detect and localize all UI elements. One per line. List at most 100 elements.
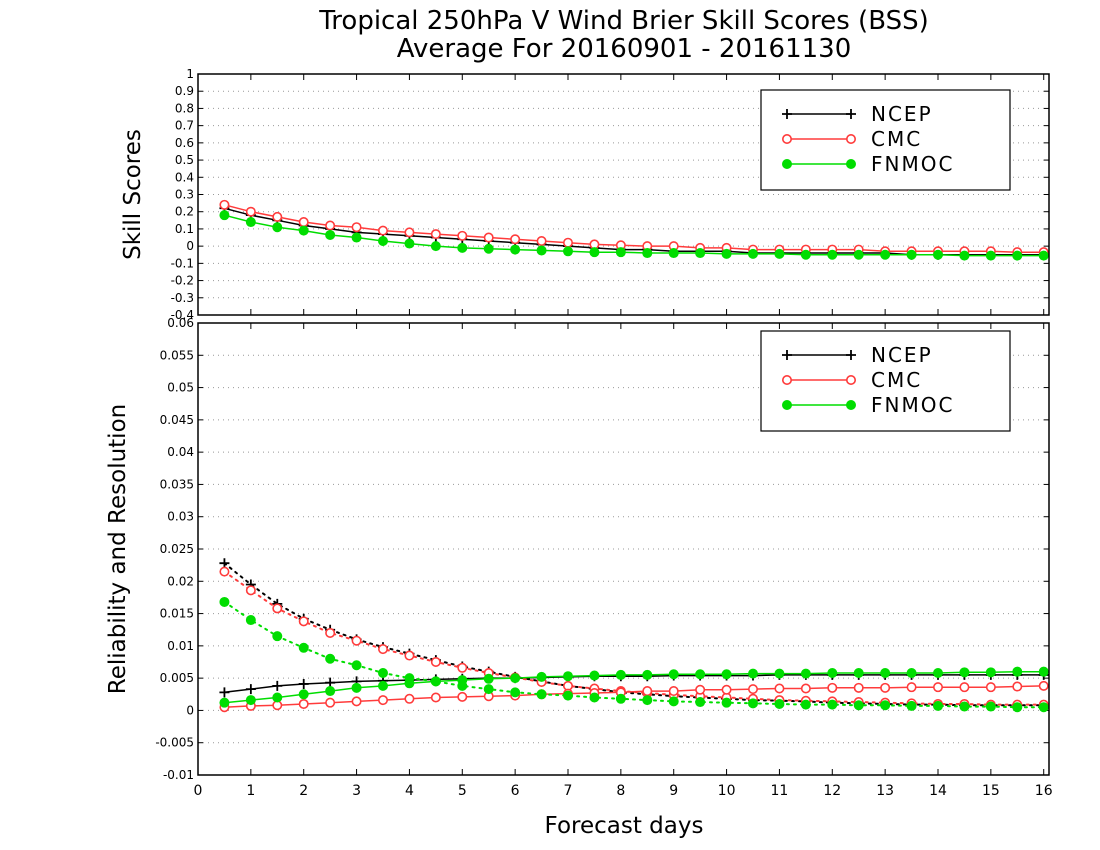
ncep-series-line <box>224 207 1044 256</box>
fnmoc-reliability-point <box>483 684 494 695</box>
legend-marker-cmc <box>845 374 856 385</box>
cmc-reliability-point <box>298 616 309 627</box>
cmc-point <box>483 232 494 243</box>
y-tick-label: 0.2 <box>175 205 194 219</box>
plot-frame <box>197 73 1050 316</box>
y-tick-label: 0.045 <box>160 413 194 427</box>
fnmoc-point <box>219 210 230 221</box>
y-tick-label: 0.7 <box>175 119 194 133</box>
fnmoc-resolution-point <box>563 671 573 682</box>
fnmoc-resolution-point <box>430 676 441 687</box>
y-tick-label: 0.025 <box>160 542 194 556</box>
fnmoc-point <box>430 241 441 252</box>
fnmoc-reliability-point <box>853 700 864 711</box>
cmc-point <box>510 234 521 245</box>
legend-marker-fnmoc <box>846 159 856 169</box>
fnmoc-point <box>906 249 917 260</box>
cmc-resolution-point <box>430 692 441 703</box>
cmc-reliability-point <box>404 650 415 661</box>
legend-label-cmc: CMC <box>871 127 922 151</box>
fnmoc-reliability-point <box>378 667 388 678</box>
ncep-resolution-point <box>219 687 230 698</box>
fnmoc-resolution-point <box>378 680 388 691</box>
ncep-resolution-point <box>272 680 283 691</box>
fnmoc-resolution-point <box>615 669 626 680</box>
legend-marker-ncep <box>846 350 856 360</box>
legend-marker-ncep <box>846 109 856 119</box>
x-tick-label: 9 <box>669 783 678 799</box>
x-tick-label: 4 <box>405 783 414 799</box>
fnmoc-reliability-point <box>906 700 917 711</box>
cmc-point <box>325 220 336 231</box>
cmc-resolution-point <box>985 682 996 693</box>
fnmoc-resolution-point <box>721 669 732 680</box>
legend-box <box>760 89 1011 191</box>
cmc-point <box>562 237 573 248</box>
y-tick-label: 0.055 <box>160 348 194 362</box>
cmc-resolution-point <box>959 682 970 693</box>
cmc-resolution-point <box>932 682 943 693</box>
fnmoc-resolution-point <box>853 667 864 678</box>
ncep-reliability-point <box>219 558 230 569</box>
y-tick-label: -0.3 <box>171 291 194 305</box>
fnmoc-reliability-point <box>589 692 600 703</box>
fnmoc-resolution-point <box>325 686 336 697</box>
ncep-reliability-series-line <box>223 562 1045 707</box>
fnmoc-reliability-point <box>245 615 256 626</box>
fnmoc-reliability-point <box>219 596 230 607</box>
fnmoc-point <box>853 249 864 260</box>
y-tick-label: 0.015 <box>160 607 194 621</box>
cmc-reliability-point <box>377 644 388 655</box>
cmc-resolution-point <box>800 683 811 694</box>
fnmoc-point <box>668 248 679 259</box>
fnmoc-point <box>642 248 653 259</box>
fnmoc-reliability-point <box>1012 702 1023 713</box>
ncep-resolution-point <box>298 678 309 689</box>
cmc-reliability-point <box>245 585 256 596</box>
fnmoc-point <box>536 245 547 256</box>
y-axis-title-skill-scores: Skill Scores <box>120 129 146 260</box>
legend-marker-fnmoc <box>846 400 856 410</box>
x-tick-label: 5 <box>458 783 467 799</box>
cmc-series-line <box>224 204 1044 253</box>
cmc-resolution-point <box>668 686 679 697</box>
x-tick-label: 12 <box>823 783 841 799</box>
plot-frame <box>197 322 1050 776</box>
x-tick-label: 0 <box>194 783 203 799</box>
fnmoc-resolution-point <box>959 667 970 678</box>
legend-box <box>760 330 1011 432</box>
fnmoc-point <box>1012 250 1023 261</box>
cmc-point <box>219 199 230 210</box>
legend-marker-fnmoc <box>782 159 792 169</box>
cmc-point <box>457 230 468 241</box>
fnmoc-reliability-point <box>298 642 309 653</box>
cmc-resolution-point <box>404 693 415 704</box>
fnmoc-reliability-point <box>351 660 362 671</box>
y-axis-title-reliability-resolution: Reliability and Resolution <box>105 404 131 694</box>
cmc-resolution-point <box>377 695 388 706</box>
x-tick-label: 2 <box>299 783 308 799</box>
fnmoc-resolution-point <box>800 668 811 679</box>
fnmoc-reliability-point <box>933 700 943 711</box>
cmc-point <box>351 222 362 233</box>
fnmoc-resolution-point <box>483 673 494 684</box>
cmc-resolution-point <box>774 683 785 694</box>
cmc-point <box>404 227 415 238</box>
y-tick-label: 0.005 <box>160 671 194 685</box>
x-tick-label: 11 <box>771 783 789 799</box>
x-tick-label: 8 <box>616 783 625 799</box>
legend-marker-fnmoc <box>782 400 792 410</box>
x-tick-label: 13 <box>876 783 894 799</box>
legend-label-ncep: NCEP <box>871 343 933 367</box>
reliability-resolution-panel: -0.01 -0.005 0 0.005 0.01 0.015 0.02 0.025 0.03 0… <box>155 316 1052 799</box>
x-tick-label: 10 <box>718 783 736 799</box>
skill-score-panel: -0.4 -0.3 -0.2 -0.1 0 0.1 0.2 0.3 0.4 0.5 0.6 0.7 0.… <box>171 67 1050 322</box>
cmc-resolution-point <box>695 684 706 695</box>
y-tick-label: 0.06 <box>167 316 194 330</box>
cmc-point <box>430 229 441 240</box>
fnmoc-point <box>774 248 785 259</box>
fnmoc-point <box>510 244 521 255</box>
